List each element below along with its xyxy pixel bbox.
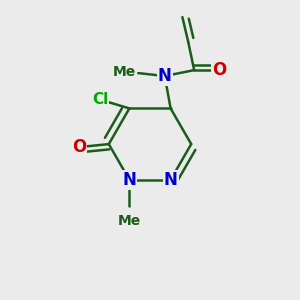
Text: O: O [72,138,86,156]
Text: Cl: Cl [92,92,108,107]
Text: O: O [212,61,226,79]
Text: N: N [158,67,172,85]
Text: N: N [122,171,136,189]
Text: Me: Me [118,214,141,228]
Text: Me: Me [112,64,136,79]
Text: N: N [164,171,178,189]
